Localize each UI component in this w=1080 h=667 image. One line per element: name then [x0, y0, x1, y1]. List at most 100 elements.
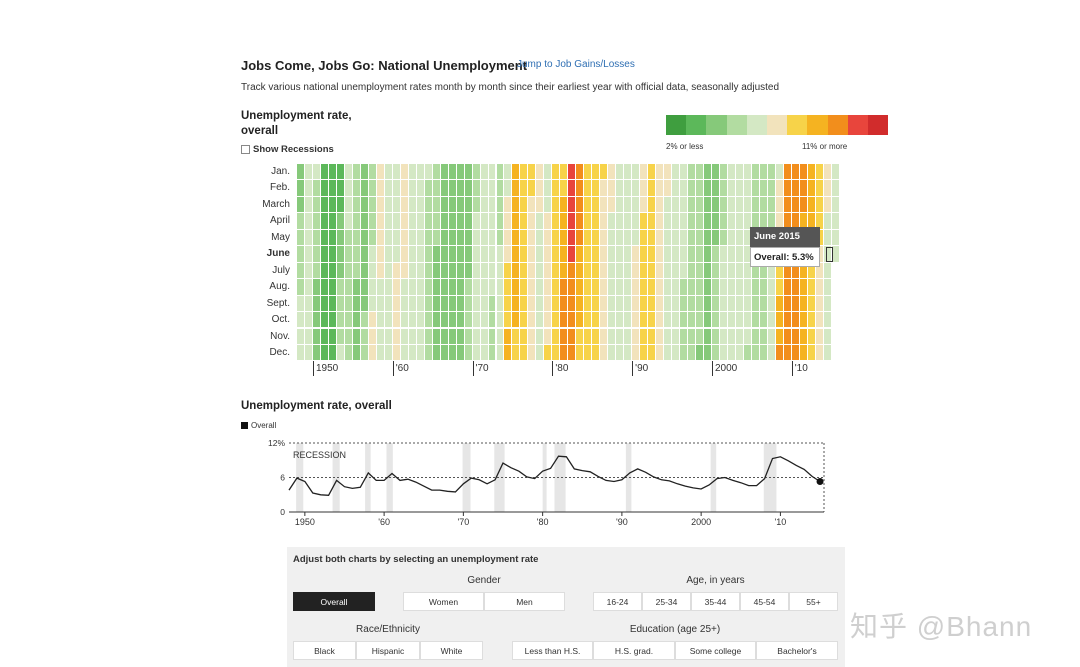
heatmap-cell[interactable]	[584, 164, 592, 180]
heatmap-cell[interactable]	[496, 164, 504, 180]
heatmap-cell[interactable]	[496, 295, 504, 312]
heatmap-cell[interactable]	[608, 279, 616, 295]
heatmap-cell[interactable]	[344, 312, 352, 328]
heatmap-cell[interactable]	[400, 213, 408, 229]
heatmap-cell[interactable]	[711, 262, 719, 279]
heatmap-cell[interactable]	[592, 344, 600, 361]
heatmap-cell[interactable]	[400, 344, 408, 361]
heatmap-cell[interactable]	[680, 279, 687, 295]
heatmap-cell[interactable]	[688, 229, 695, 246]
heatmap-cell[interactable]	[608, 164, 616, 180]
heatmap-cell[interactable]	[448, 164, 456, 180]
heatmap-cell[interactable]	[584, 229, 592, 246]
heatmap-cell[interactable]	[576, 246, 584, 262]
heatmap-cell[interactable]	[416, 328, 424, 344]
heatmap-cell[interactable]	[360, 279, 368, 295]
heatmap-cell[interactable]	[751, 279, 759, 295]
heatmap-cell[interactable]	[536, 246, 544, 262]
heatmap-cell[interactable]	[336, 180, 344, 196]
heatmap-cell[interactable]	[807, 180, 815, 196]
heatmap-cell[interactable]	[783, 180, 791, 196]
heatmap-cell[interactable]	[600, 295, 608, 312]
heatmap-cell[interactable]	[312, 344, 320, 361]
heatmap-cell[interactable]	[368, 344, 376, 361]
heatmap-cell[interactable]	[711, 229, 719, 246]
age-45-54-button[interactable]: 45-54	[740, 592, 789, 611]
heatmap-cell[interactable]	[727, 312, 735, 328]
heatmap-cell[interactable]	[656, 213, 664, 229]
heatmap-cell[interactable]	[664, 262, 672, 279]
heatmap-cell[interactable]	[791, 164, 799, 180]
heatmap-cell[interactable]	[552, 312, 560, 328]
heatmap-cell[interactable]	[392, 246, 400, 262]
heatmap-cell[interactable]	[448, 180, 456, 196]
heatmap-cell[interactable]	[807, 344, 815, 361]
heatmap-cell[interactable]	[592, 196, 600, 213]
heatmap-cell[interactable]	[759, 312, 767, 328]
heatmap-cell[interactable]	[480, 262, 488, 279]
heatmap-cell[interactable]	[608, 262, 616, 279]
heatmap-cell[interactable]	[815, 344, 823, 361]
heatmap-cell[interactable]	[408, 295, 416, 312]
heatmap-cell[interactable]	[384, 262, 392, 279]
heatmap-cell[interactable]	[456, 164, 464, 180]
heatmap-cell[interactable]	[775, 312, 783, 328]
heatmap-cell[interactable]	[408, 164, 416, 180]
heatmap-cell[interactable]	[608, 295, 616, 312]
heatmap-cell[interactable]	[799, 164, 807, 180]
heatmap-cell[interactable]	[456, 344, 464, 361]
heatmap-cell[interactable]	[336, 295, 344, 312]
heatmap-cell[interactable]	[552, 229, 560, 246]
heatmap-cell[interactable]	[656, 312, 664, 328]
heatmap-cell[interactable]	[759, 164, 767, 180]
heatmap-cell[interactable]	[616, 213, 624, 229]
heatmap-cell[interactable]	[320, 312, 328, 328]
heatmap-cell[interactable]	[751, 295, 759, 312]
heatmap-cell[interactable]	[528, 164, 536, 180]
heatmap-cell[interactable]	[799, 262, 807, 279]
heatmap-cell[interactable]	[791, 262, 799, 279]
heatmap-cell[interactable]	[696, 262, 703, 279]
heatmap-cell[interactable]	[616, 180, 624, 196]
heatmap-cell[interactable]	[472, 312, 480, 328]
heatmap-cell[interactable]	[696, 213, 703, 229]
heatmap-cell[interactable]	[791, 196, 799, 213]
heatmap-cell[interactable]	[400, 312, 408, 328]
heatmap-cell[interactable]	[304, 213, 312, 229]
heatmap-cell[interactable]	[608, 328, 616, 344]
heatmap-cell[interactable]	[312, 328, 320, 344]
heatmap-cell[interactable]	[424, 279, 432, 295]
heatmap-cell[interactable]	[568, 262, 576, 279]
heatmap-cell[interactable]	[711, 196, 719, 213]
heatmap-cell[interactable]	[719, 246, 727, 262]
heatmap-cell[interactable]	[552, 180, 560, 196]
heatmap-cell[interactable]	[360, 262, 368, 279]
heatmap-cell[interactable]	[719, 229, 727, 246]
heatmap-cell[interactable]	[552, 262, 560, 279]
heatmap-cell[interactable]	[416, 164, 424, 180]
heatmap-cell[interactable]	[584, 312, 592, 328]
heatmap-cell[interactable]	[584, 344, 592, 361]
heatmap-cell[interactable]	[624, 164, 632, 180]
heatmap-cell[interactable]	[608, 213, 616, 229]
heatmap-cell[interactable]	[560, 180, 568, 196]
heatmap-cell[interactable]	[464, 262, 472, 279]
heatmap-cell[interactable]	[751, 344, 759, 361]
heatmap-cell[interactable]	[624, 196, 632, 213]
heatmap-cell[interactable]	[544, 196, 552, 213]
heatmap-cell[interactable]	[823, 213, 831, 229]
heatmap-cell[interactable]	[831, 213, 839, 229]
heatmap-cell[interactable]	[823, 344, 831, 361]
heatmap-cell[interactable]	[312, 180, 320, 196]
heatmap-cell[interactable]	[352, 344, 360, 361]
heatmap-cell[interactable]	[584, 246, 592, 262]
heatmap-cell[interactable]	[711, 180, 719, 196]
heatmap-cell[interactable]	[368, 229, 376, 246]
heatmap-cell[interactable]	[735, 328, 743, 344]
heatmap-cell[interactable]	[823, 164, 831, 180]
heatmap-cell[interactable]	[656, 229, 664, 246]
heatmap-cell[interactable]	[640, 180, 648, 196]
heatmap-cell[interactable]	[544, 328, 552, 344]
heatmap-cell[interactable]	[664, 164, 672, 180]
heatmap-cell[interactable]	[528, 262, 536, 279]
